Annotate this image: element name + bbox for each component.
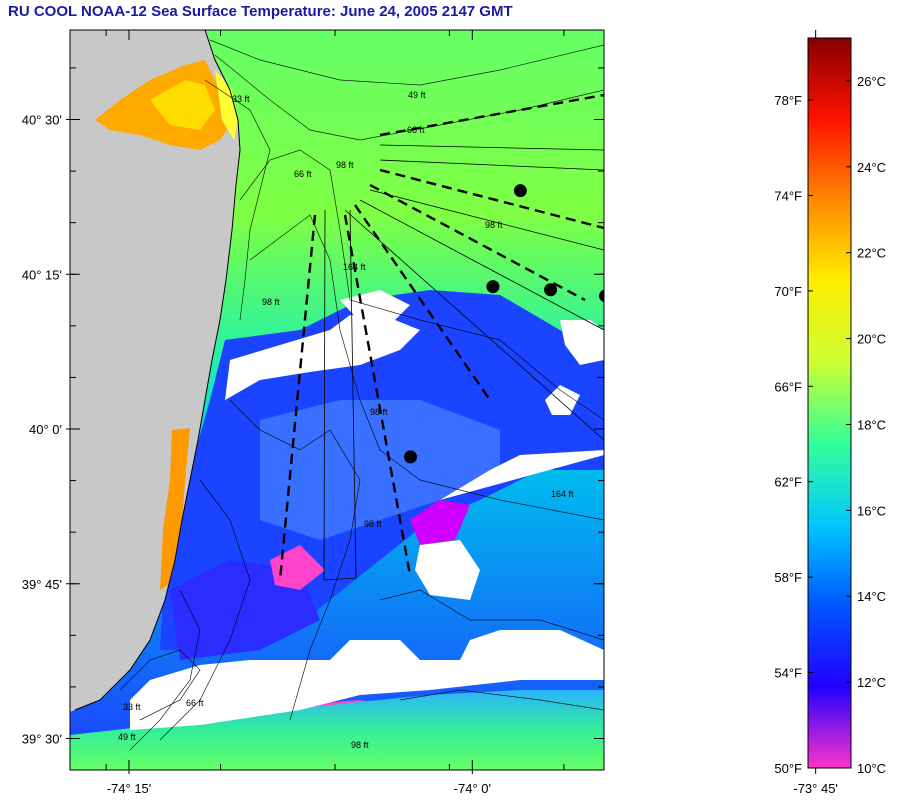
latitude-labels: 40° 30' 40° 15' 40° 0' 39° 45' 39° 30' — [22, 113, 62, 747]
depth-label: 66 ft — [294, 169, 312, 179]
station-marker — [404, 450, 418, 464]
map-frame — [69, 29, 605, 771]
depth-label: 66 ft — [186, 698, 204, 708]
latitude-label: 39° 45' — [22, 577, 62, 592]
latitude-label: 40° 15' — [22, 267, 62, 282]
longitude-label: -74° 0' — [454, 781, 491, 796]
depth-label: 66 ft — [407, 125, 425, 135]
longitude-label: -74° 15' — [107, 781, 152, 796]
depth-label: 98 ft — [262, 297, 280, 307]
depth-label: 164 ft — [343, 262, 366, 272]
depth-labels: 49 ft 66 ft 98 ft 66 ft 98 ft 164 ft 98 ft 98 f… — [118, 90, 574, 750]
depth-label: 98 ft — [485, 220, 503, 230]
depth-label: 164 ft — [551, 489, 574, 499]
latitude-label: 39° 30' — [22, 732, 62, 747]
depth-label: 49 ft — [118, 732, 136, 742]
depth-label: 33 ft — [232, 94, 250, 104]
latitude-label: 40° 30' — [22, 113, 62, 128]
depth-label: 98 ft — [336, 160, 354, 170]
depth-label: 98 ft — [351, 740, 369, 750]
longitude-label: -73° 45' — [793, 781, 838, 796]
depth-label: 49 ft — [408, 90, 426, 100]
depth-label: 98 ft — [370, 407, 388, 417]
longitude-labels: -74° 15'-74° 0'-73° 45'-73° 30'-73° 15' — [107, 781, 838, 796]
cloud-mask — [225, 315, 420, 400]
latitude-label: 40° 0' — [29, 422, 62, 437]
depth-label: 33 ft — [123, 702, 141, 712]
station-marker — [544, 283, 558, 297]
station-marker — [599, 289, 604, 303]
stations — [404, 184, 604, 464]
depth-label: 98 ft — [364, 519, 382, 529]
station-marker — [486, 280, 500, 294]
station-marker — [513, 184, 527, 198]
map-title: RU COOL NOAA-12 Sea Surface Temperature:… — [8, 3, 513, 20]
land-new-jersey — [70, 30, 240, 712]
